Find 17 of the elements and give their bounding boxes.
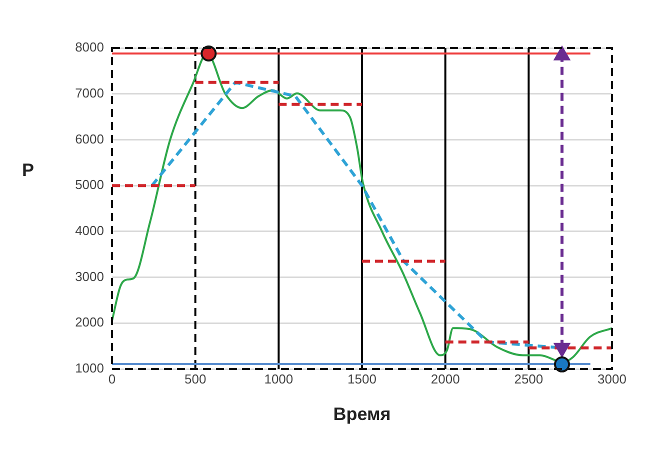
- x-tick-label: 500: [184, 371, 206, 386]
- y-tick-label: 1000: [75, 360, 104, 376]
- x-tick-label: 2500: [514, 371, 544, 386]
- y-tick-label: 4000: [75, 223, 104, 238]
- y-axis-title: P: [22, 160, 34, 181]
- y-tick-label: 3000: [75, 268, 104, 284]
- x-axis-title: Время: [332, 404, 392, 425]
- x-tick-label: 3000: [598, 371, 626, 386]
- x-tick-label: 1500: [348, 371, 376, 386]
- y-tick-label: 7000: [75, 85, 104, 100]
- y-tick-label: 5000: [75, 177, 104, 192]
- x-tick-label: 2000: [430, 371, 460, 386]
- y-tick-label: 8000: [75, 40, 104, 55]
- y-tick-label: 2000: [75, 314, 104, 330]
- y-tick-label: 6000: [75, 131, 104, 146]
- x-tick-label: 0: [108, 371, 116, 386]
- x-tick-label: 1000: [264, 371, 294, 386]
